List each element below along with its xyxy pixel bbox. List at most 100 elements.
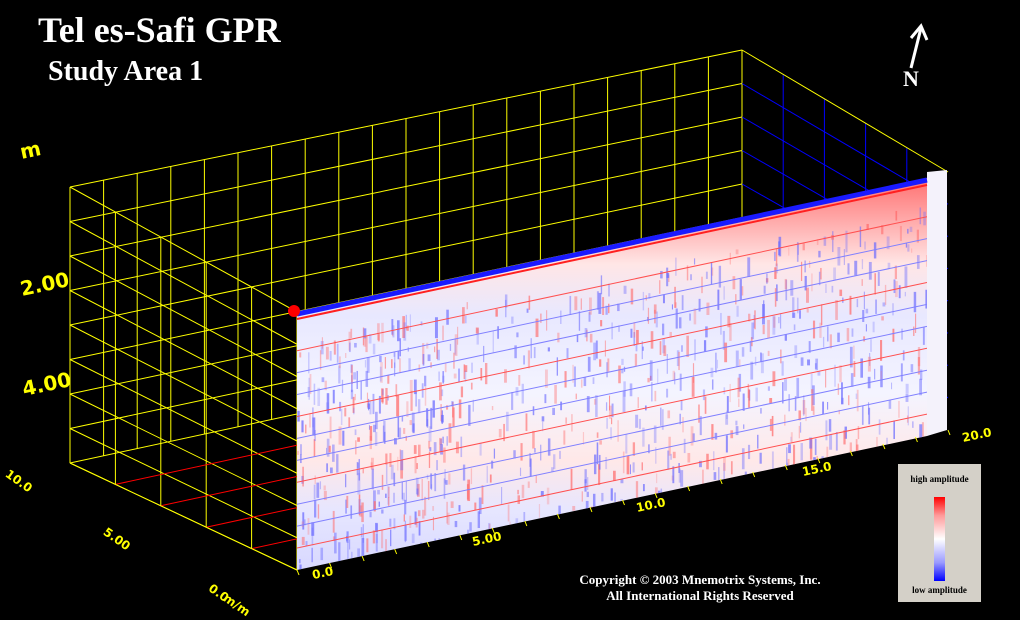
- radargram-streak: [379, 366, 382, 382]
- radargram-streak: [718, 265, 722, 288]
- along-tick-mark: [947, 429, 951, 436]
- radargram-streak: [718, 467, 720, 484]
- radargram-streak: [357, 548, 361, 563]
- radargram-streak: [421, 478, 423, 501]
- radargram-streak: [470, 468, 473, 485]
- radargram-streak: [387, 486, 390, 505]
- radargram-streak: [702, 469, 704, 485]
- radargram-streak: [446, 436, 448, 446]
- radargram-streak: [806, 287, 809, 303]
- along-tick-mark: [622, 499, 625, 506]
- radargram-streak: [839, 365, 842, 383]
- radargram-streak: [316, 482, 320, 498]
- radargram-streak: [809, 437, 813, 449]
- radargram-streak: [351, 365, 353, 384]
- radargram-streak: [620, 479, 624, 484]
- radargram-streak: [827, 402, 829, 410]
- radargram-streak: [724, 342, 728, 363]
- radargram-streak: [831, 285, 834, 293]
- radargram-streak: [661, 409, 664, 430]
- left-grid-hline: [69, 324, 298, 442]
- radargram-streak: [520, 443, 523, 461]
- radargram-streak: [384, 357, 387, 369]
- radargram-streak: [346, 495, 349, 508]
- radargram-streak: [529, 458, 532, 477]
- radargram-streak: [905, 383, 909, 394]
- radargram-streak: [841, 397, 844, 405]
- radargram-streak: [430, 473, 433, 489]
- radargram-streak: [542, 421, 544, 432]
- radargram-streak: [403, 514, 405, 522]
- radargram-streak: [504, 369, 507, 383]
- radargram-streak: [725, 414, 729, 425]
- radargram-streak: [392, 329, 394, 337]
- radargram-streak: [704, 396, 707, 414]
- radargram-streak: [878, 419, 881, 435]
- radargram-streak: [511, 392, 514, 410]
- radargram-streak: [571, 414, 573, 432]
- radargram-streak: [595, 340, 598, 359]
- back-grid-hline: [69, 49, 743, 188]
- radargram-streak: [368, 425, 370, 430]
- radargram-streak: [397, 351, 400, 360]
- radargram-streak: [811, 273, 813, 292]
- radargram-streak: [375, 523, 378, 544]
- radargram-streak: [884, 284, 887, 305]
- radargram-streak: [711, 379, 714, 390]
- radargram-streak: [839, 289, 843, 297]
- left-grid-hline: [69, 359, 298, 474]
- radargram-streak: [379, 355, 382, 363]
- radargram-streak: [672, 451, 676, 459]
- radargram-streak: [699, 460, 702, 468]
- radargram-streak: [532, 406, 535, 416]
- radargram-streak: [654, 487, 658, 498]
- radargram-streak: [662, 323, 665, 336]
- radargram-streak: [591, 506, 594, 518]
- radargram-streak: [632, 442, 636, 456]
- radargram-surface: [297, 178, 927, 570]
- radargram-streak: [886, 236, 890, 250]
- radargram-streak: [853, 360, 856, 377]
- radargram-streak: [574, 296, 578, 311]
- radargram-streak: [849, 295, 852, 315]
- radargram-streak: [900, 363, 903, 382]
- radargram-streak: [705, 271, 708, 279]
- radargram-streak: [617, 420, 619, 442]
- radargram-streak: [787, 458, 790, 479]
- radargram-streak: [803, 395, 805, 416]
- radargram-streak: [751, 322, 755, 340]
- radargram-streak: [605, 457, 608, 470]
- radargram-streak: [856, 444, 859, 452]
- along-tick-mark: [817, 457, 821, 464]
- radargram-streak: [855, 393, 858, 400]
- radargram-streak: [759, 452, 762, 464]
- radargram-streak: [299, 564, 302, 570]
- radargram-streak: [749, 340, 752, 352]
- radargram-streak: [317, 387, 321, 407]
- radargram-streak: [611, 418, 613, 425]
- radargram-streak: [378, 395, 381, 414]
- radargram-streak: [413, 379, 417, 395]
- radargram-streak: [357, 437, 360, 442]
- radargram-streak: [784, 278, 787, 290]
- radargram-streak: [458, 368, 460, 383]
- radargram-streak: [630, 288, 634, 305]
- radargram-streak: [754, 356, 757, 366]
- radargram-streak: [373, 424, 376, 433]
- radargram-streak: [398, 427, 402, 439]
- radargram-streak: [788, 247, 790, 256]
- radargram-section: [296, 170, 947, 570]
- radargram-streak: [434, 346, 436, 353]
- radargram-streak: [311, 522, 315, 536]
- radargram-streak: [358, 499, 362, 514]
- radargram-streak: [584, 469, 587, 484]
- radargram-streak: [466, 302, 468, 310]
- radargram-streak: [605, 402, 608, 411]
- radargram-streak: [358, 494, 361, 516]
- radargram-streak: [784, 414, 786, 426]
- radargram-streak: [666, 388, 669, 398]
- radargram-streak: [680, 470, 684, 487]
- radargram-streak: [586, 491, 589, 498]
- radargram-streak: [674, 372, 676, 385]
- radargram-streak: [689, 313, 692, 321]
